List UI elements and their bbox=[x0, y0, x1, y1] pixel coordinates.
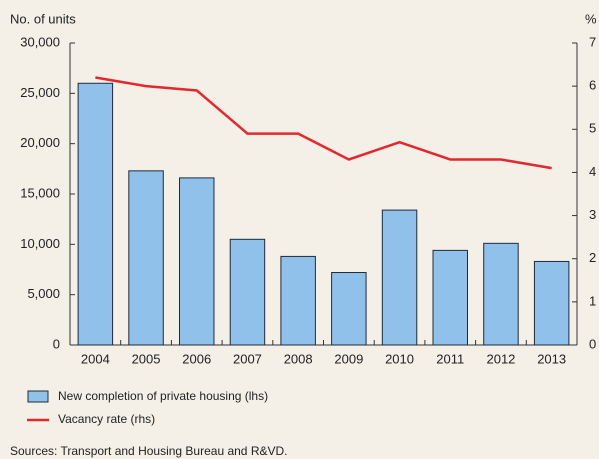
bar bbox=[280, 255, 316, 346]
legend-label: Vacancy rate (rhs) bbox=[58, 412, 155, 426]
x-tick-label: 2004 bbox=[81, 351, 110, 366]
bar bbox=[331, 272, 367, 346]
x-tick-label: 2005 bbox=[132, 351, 161, 366]
y-tick-label: 25,000 bbox=[20, 85, 60, 100]
x-tick-label: 2010 bbox=[385, 351, 414, 366]
y-tick-label: 15,000 bbox=[20, 185, 60, 200]
y2-tick-label: 1 bbox=[589, 293, 596, 308]
bar bbox=[229, 238, 266, 346]
bar bbox=[179, 177, 215, 346]
y2-tick-label: 0 bbox=[589, 336, 596, 351]
x-tick-label: 2006 bbox=[182, 351, 211, 366]
x-tick-label: 2011 bbox=[436, 351, 464, 366]
bar bbox=[533, 260, 570, 346]
legend-swatch bbox=[27, 390, 49, 403]
y2-tick-label: 4 bbox=[589, 164, 596, 179]
bar bbox=[381, 209, 418, 346]
y2-tick-label: 5 bbox=[589, 121, 596, 136]
y-tick-label: 0 bbox=[53, 336, 60, 351]
y2-tick-label: 3 bbox=[589, 207, 596, 222]
bar bbox=[432, 249, 468, 346]
y-tick-label: 5,000 bbox=[27, 286, 60, 301]
x-tick-label: 2007 bbox=[233, 351, 262, 366]
y-axis-title: No. of units bbox=[10, 11, 76, 26]
y-tick-label: 10,000 bbox=[20, 236, 60, 251]
source-note: Sources: Transport and Housing Bureau an… bbox=[10, 444, 288, 458]
y-tick-label: 30,000 bbox=[20, 34, 60, 49]
bar bbox=[77, 82, 114, 346]
legend-label: New completion of private housing (lhs) bbox=[58, 389, 268, 403]
bar bbox=[483, 242, 519, 346]
y-tick-label: 20,000 bbox=[20, 135, 60, 150]
x-tick-label: 2012 bbox=[486, 351, 515, 366]
x-tick-label: 2009 bbox=[334, 351, 363, 366]
y2-tick-label: 7 bbox=[589, 34, 596, 49]
bar bbox=[128, 170, 164, 346]
line-series bbox=[95, 76, 552, 170]
y2-tick-label: 2 bbox=[589, 250, 596, 265]
y2-tick-label: 6 bbox=[589, 78, 596, 93]
x-tick-label: 2008 bbox=[284, 351, 313, 366]
y2-axis-title: % bbox=[585, 11, 597, 26]
x-tick-label: 2013 bbox=[537, 351, 566, 366]
